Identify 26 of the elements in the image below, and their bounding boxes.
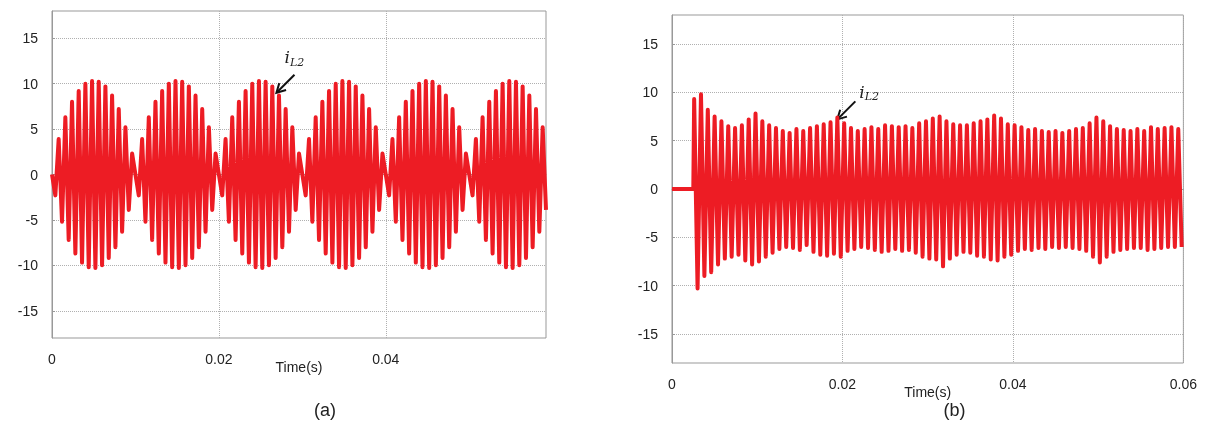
y-tick-label: 0 (30, 166, 39, 183)
y-tick-label: 0 (650, 181, 659, 197)
text: (b) (943, 400, 966, 420)
line-series (50, 78, 548, 271)
x-tick-label: 0 (668, 376, 677, 392)
y-tick-label: -10 (17, 257, 39, 274)
x-tick-label: 0.02 (828, 376, 857, 392)
y-tick-label: 15 (22, 30, 39, 47)
x-axis-title: Time(s) (275, 359, 323, 375)
x-tick-label: 0.04 (999, 376, 1027, 392)
y-tick-label: 10 (22, 75, 39, 92)
x-axis-title: Time(s) (904, 384, 952, 400)
y-tick-label: 5 (650, 132, 659, 149)
y-tick-label: 10 (642, 84, 659, 101)
y-tick-label: -15 (637, 326, 659, 342)
x-tick-label: 0.04 (372, 351, 400, 367)
y-tick-label: 5 (30, 121, 39, 138)
y-tick-label: -5 (645, 229, 659, 246)
y-tick-label: -5 (25, 211, 39, 228)
x-tick-label: 0.02 (205, 351, 233, 367)
x-tick-label: 0.06 (1169, 376, 1198, 392)
text: (a) (314, 400, 336, 420)
y-tick-label: -10 (637, 277, 659, 294)
x-tick-label: 0 (48, 351, 57, 367)
y-tick-label: -15 (17, 302, 39, 319)
y-tick-label: 15 (642, 36, 659, 52)
